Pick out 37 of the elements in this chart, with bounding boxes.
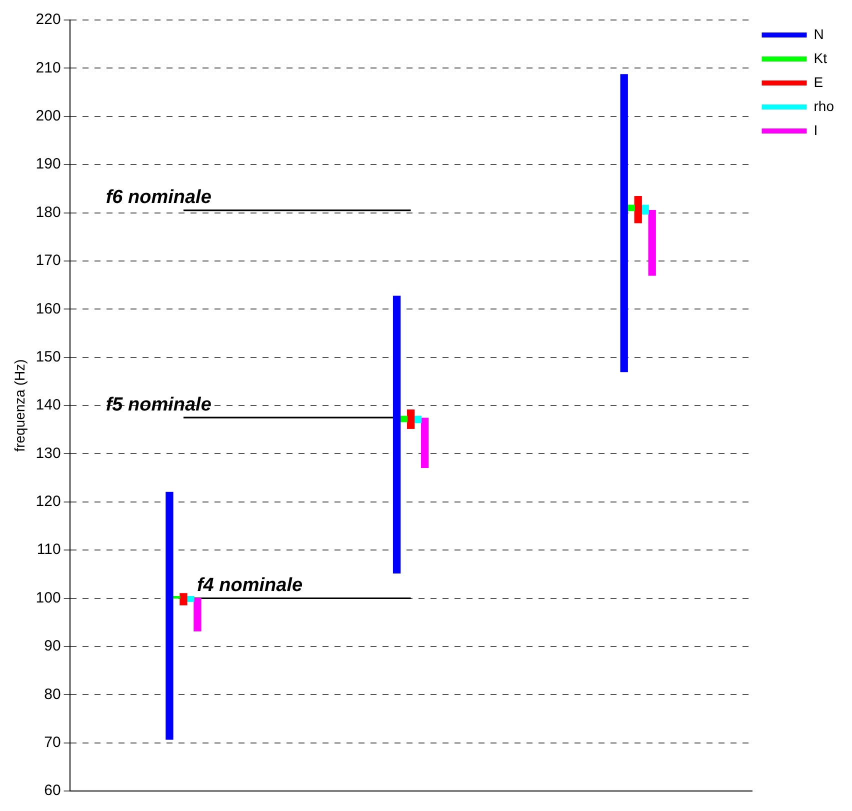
bar [406, 410, 415, 429]
y-tick-label: 100 [36, 589, 61, 606]
bar [186, 596, 194, 602]
ref-line-label: f6 nominale [106, 187, 212, 208]
y-tick-label: 60 [44, 782, 61, 800]
bar [420, 418, 429, 468]
bar [648, 210, 656, 276]
bar [194, 598, 202, 632]
y-tick-label: 140 [36, 396, 61, 414]
y-tick-label: 190 [36, 156, 61, 173]
bar [180, 593, 188, 606]
bar [641, 204, 649, 215]
bar [620, 74, 628, 372]
legend-label: I [814, 122, 818, 138]
legend-label: N [814, 26, 824, 42]
y-tick-label: 210 [36, 59, 61, 76]
y-tick-label: 110 [36, 541, 61, 558]
y-tick-label: 200 [36, 108, 61, 125]
bar [627, 204, 635, 212]
y-tick-label: 150 [36, 348, 61, 366]
y-tick-label: 90 [44, 638, 61, 655]
bar [392, 296, 401, 574]
y-axis-title: frequenza (Hz) [11, 359, 28, 452]
y-tick-label: 160 [36, 300, 61, 318]
bar [634, 196, 642, 224]
y-tick-label: 170 [36, 252, 61, 270]
legend-label: E [814, 74, 824, 90]
y-tick-label: 70 [44, 734, 61, 751]
y-tick-label: 220 [36, 11, 61, 28]
y-tick-label: 120 [36, 493, 61, 510]
y-tick-label: 130 [36, 444, 61, 462]
ref-line-label: f4 nominale [196, 574, 303, 596]
y-tick-label: 180 [36, 204, 61, 221]
y-tick-label: 80 [44, 686, 61, 703]
legend-label: rho [814, 98, 834, 114]
bar [166, 492, 174, 740]
legend-label: Kt [814, 50, 828, 66]
